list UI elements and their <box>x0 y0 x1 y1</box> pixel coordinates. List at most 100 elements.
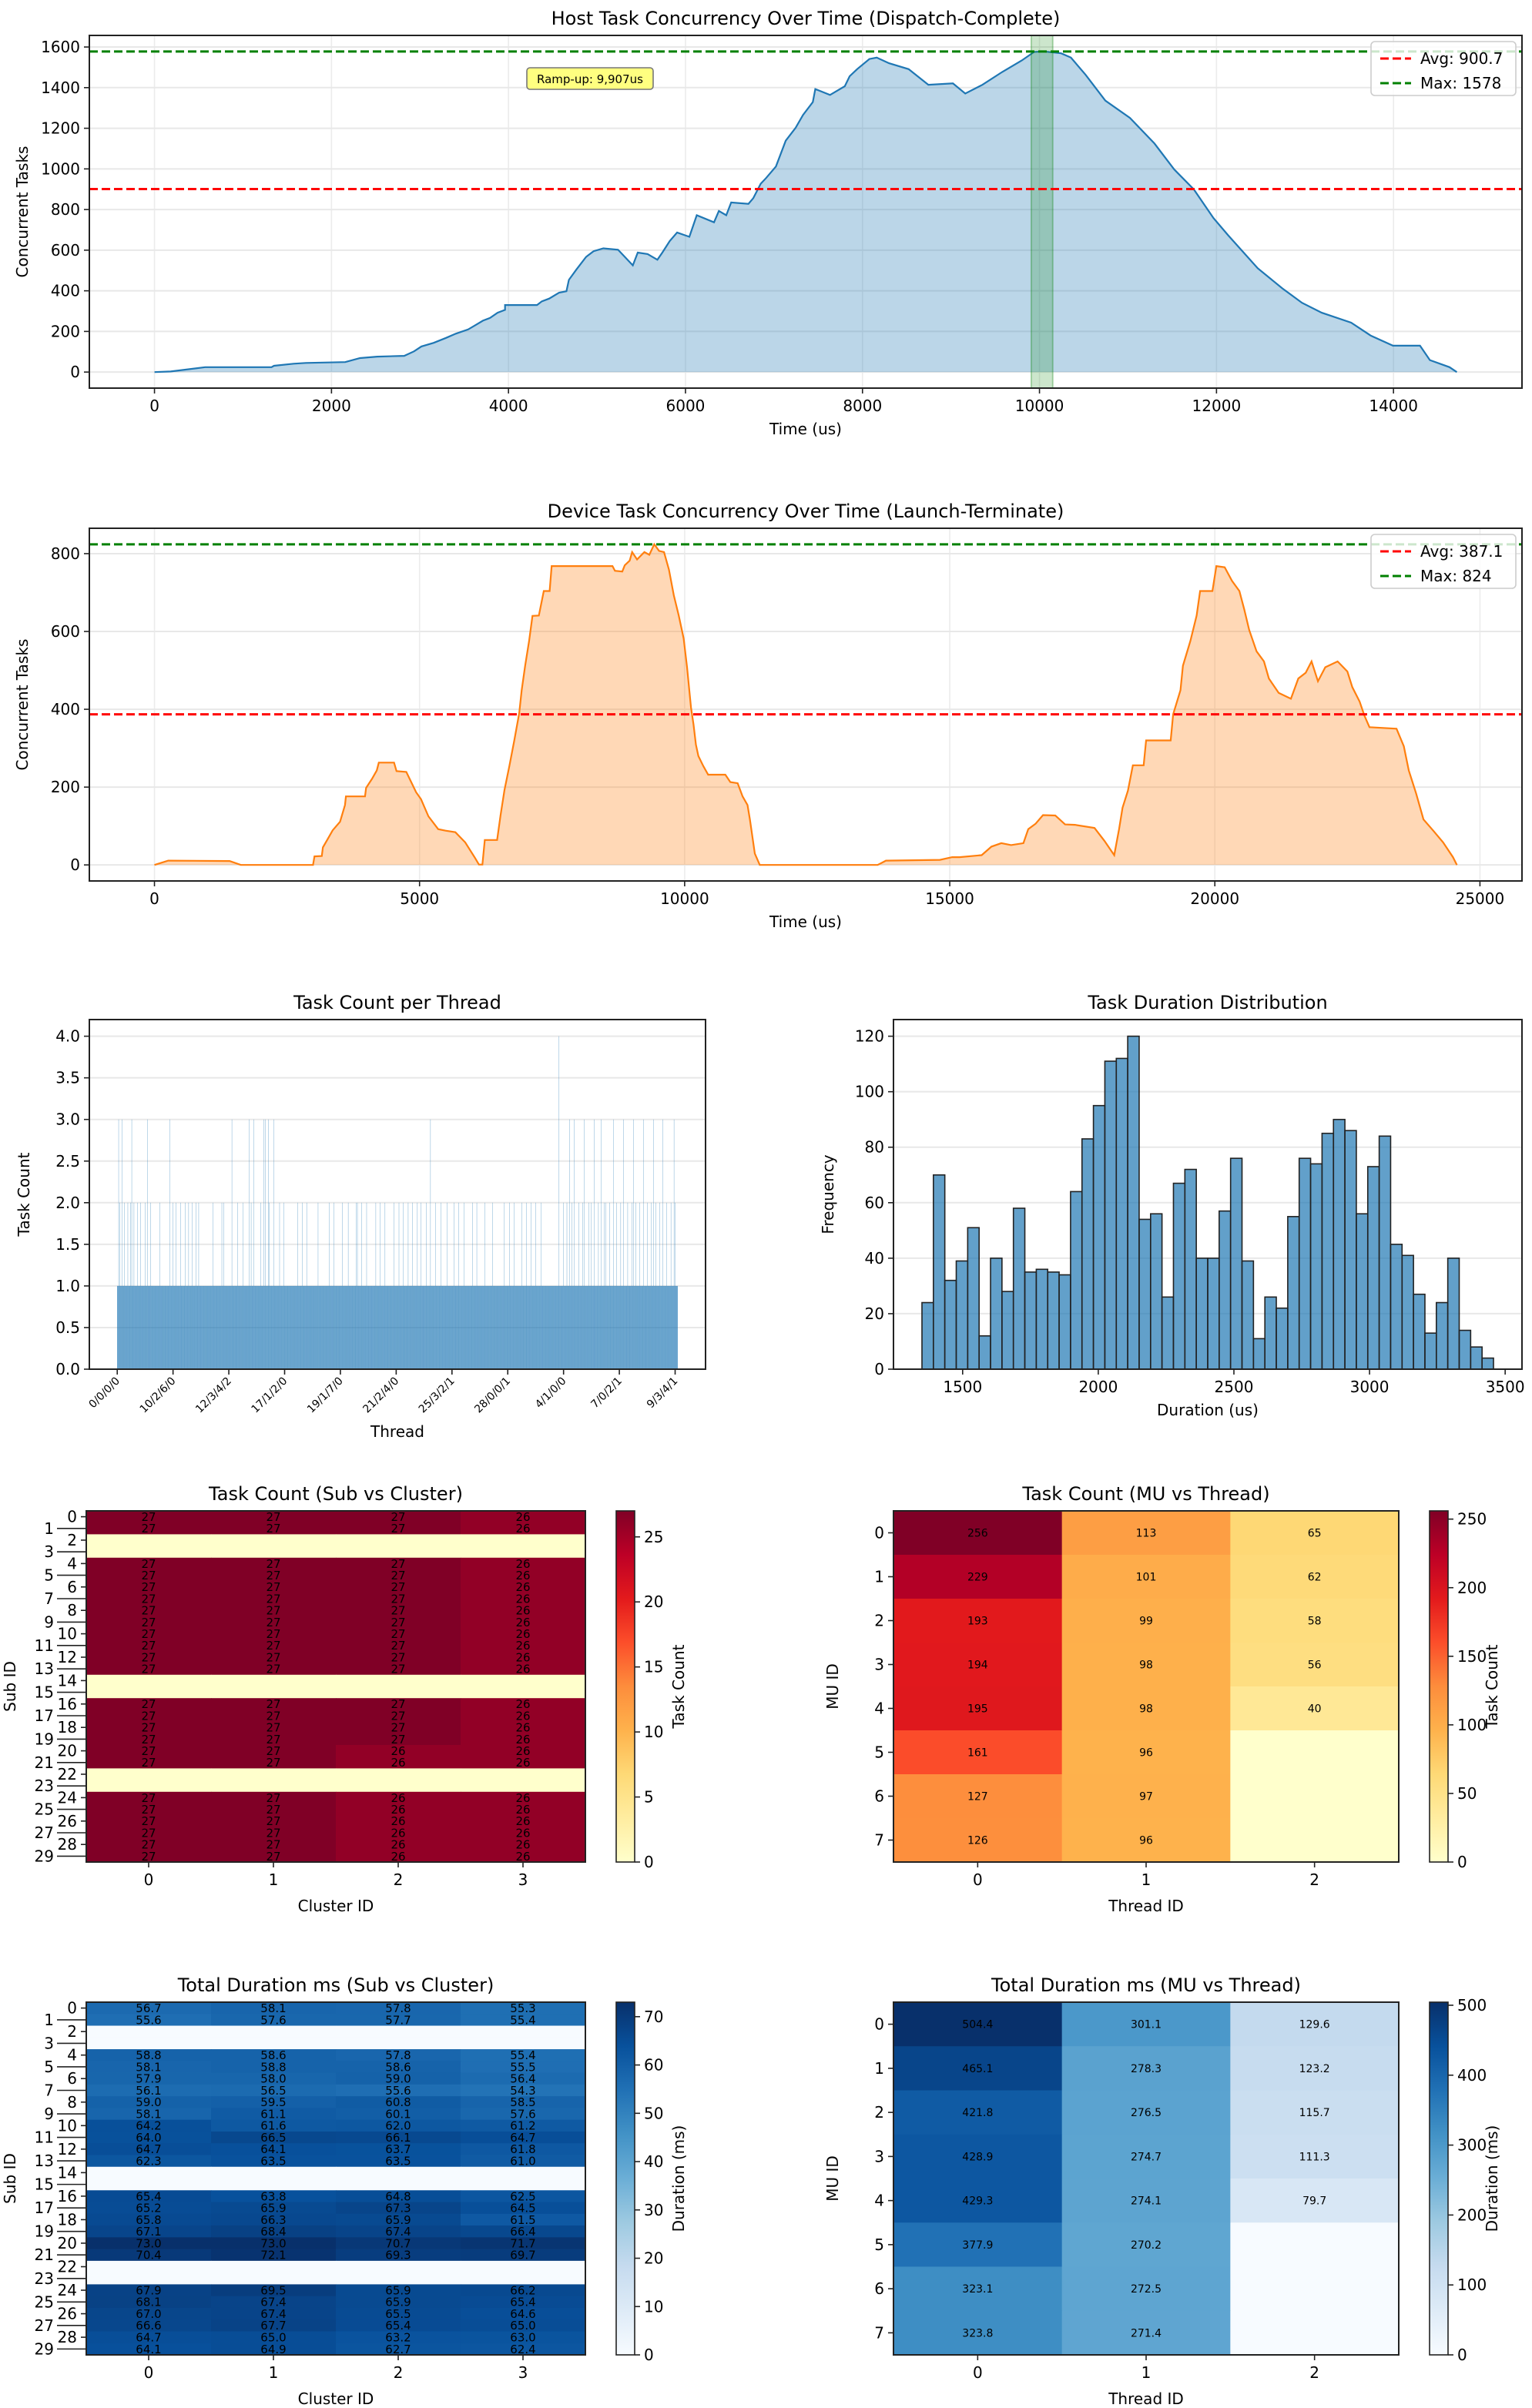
cell-value: 27 <box>141 1592 156 1606</box>
cell-value: 26 <box>515 1721 530 1735</box>
heatmap-7: 504.4 301.1 129.6 465.1 278.3 123.2 421.8 276.5… <box>823 1974 1501 2408</box>
heatmap-cell <box>461 2061 586 2074</box>
histogram-bar <box>1241 1260 1255 1370</box>
heatmap-cell <box>86 2143 212 2155</box>
y-tick-label: 1 <box>874 1568 884 1586</box>
heatmap-cell <box>461 1850 586 1863</box>
heatmap-cell <box>86 1663 212 1676</box>
y-tick-label: 12 <box>58 1648 77 1666</box>
heatmap-cell <box>86 2072 212 2085</box>
cell-value: 270.2 <box>1131 2239 1162 2252</box>
histogram-bar <box>1219 1210 1232 1370</box>
heatmap-cell <box>461 1511 586 1523</box>
y-tick-label: 60 <box>865 1194 884 1212</box>
cell-value: 67.4 <box>260 2307 286 2321</box>
cell-value: 26 <box>515 1803 530 1817</box>
cell-value: 123.2 <box>1299 2063 1330 2075</box>
cell-value: 67.0 <box>136 2307 161 2321</box>
heatmap-cell <box>461 2119 586 2132</box>
cell-value: 27 <box>266 1803 280 1817</box>
heatmap-cell <box>86 1780 212 1793</box>
heatmap-cell <box>461 1780 586 1793</box>
y-tick-label: 1 <box>874 2059 884 2078</box>
annotation-box <box>526 67 654 90</box>
heatmap-cell <box>893 1511 1063 1556</box>
heatmap-cell <box>211 2260 337 2273</box>
heatmap-cell <box>336 1768 461 1781</box>
heatmap-cell <box>211 1534 337 1547</box>
heatmap-cell <box>336 1745 461 1757</box>
cell-value: 67.1 <box>136 2225 161 2239</box>
heatmap-cell <box>1230 2134 1400 2179</box>
histogram-bar <box>1344 1130 1357 1370</box>
heatmap-cell <box>86 2343 212 2356</box>
heatmap-cell <box>336 1791 461 1804</box>
heatmap-cell <box>336 2202 461 2215</box>
cell-value: 26 <box>391 1850 405 1864</box>
cell-value: 26 <box>515 1616 530 1629</box>
heatmap-cell <box>893 1599 1063 1643</box>
heatmap-cell <box>211 1557 337 1570</box>
heatmap-cell <box>86 2307 212 2320</box>
cell-value: 58.8 <box>260 2060 286 2074</box>
histogram-bar <box>967 1227 980 1370</box>
cell-value: 67.7 <box>260 2319 286 2333</box>
cell-value: 67.4 <box>385 2225 411 2239</box>
heatmap-cell <box>211 1522 337 1535</box>
cell-value: 27 <box>391 1709 405 1723</box>
y-tick-label: 19 <box>35 1730 54 1748</box>
y-tick-label: 3 <box>874 2147 884 2165</box>
histogram-bar <box>1413 1293 1426 1370</box>
cell-value: 26 <box>391 1756 405 1770</box>
heatmap-cell <box>1061 1555 1231 1599</box>
histogram-bar <box>955 1260 969 1370</box>
y-tick-label: 4 <box>874 2192 884 2210</box>
y-tick-label: 400 <box>51 282 80 300</box>
heatmap-cell <box>336 1663 461 1676</box>
heatmap-cell <box>336 1733 461 1746</box>
cell-value: 67.3 <box>385 2202 411 2215</box>
cell-value: 60.1 <box>385 2107 411 2121</box>
heatmap-cell <box>86 1511 212 1523</box>
x-tick-label: 4000 <box>489 397 528 415</box>
heatmap-cell <box>86 1592 212 1606</box>
cell-value: 56 <box>1308 1659 1322 1672</box>
chart-title: Total Duration ms (MU vs Thread) <box>991 1974 1301 1996</box>
histogram-bar <box>1024 1271 1038 1370</box>
y-tick-label: 5 <box>874 1743 884 1762</box>
heatmap-cell <box>211 1791 337 1804</box>
histogram-bar <box>1264 1296 1277 1370</box>
y-axis-label: MU ID <box>823 1663 842 1710</box>
heatmap-cell <box>893 1555 1063 1599</box>
histogram-bar <box>933 1174 946 1370</box>
y-tick-label: 11 <box>35 1636 54 1655</box>
cell-value: 27 <box>391 1557 405 1571</box>
heatmap-cell <box>461 2025 586 2038</box>
x-tick-label: 12000 <box>1192 397 1242 415</box>
cell-value: 64.1 <box>260 2142 286 2156</box>
heatmap-cell <box>86 1698 212 1710</box>
cell-value: 64.7 <box>510 2131 535 2145</box>
y-tick-label: 20 <box>58 1742 77 1760</box>
y-tick-label: 24 <box>58 1788 77 1807</box>
heatmap-cell <box>893 2179 1063 2223</box>
heatmap-cell <box>336 2155 461 2168</box>
cell-value: 27 <box>266 1627 280 1641</box>
x-tick-label: 0/0/0/0 <box>87 1375 123 1412</box>
x-tick-label: 1500 <box>943 1378 982 1396</box>
cell-value: 26 <box>515 1569 530 1582</box>
heatmap-cell <box>211 2307 337 2320</box>
heatmap-cell <box>86 1827 212 1840</box>
cell-value: 62.4 <box>510 2343 535 2356</box>
cell-value: 26 <box>515 1756 530 1770</box>
histogram-bar <box>1035 1268 1049 1370</box>
y-tick-label: 0 <box>874 1524 884 1542</box>
heatmap-cell <box>1061 1686 1231 1731</box>
colorbar-scale <box>1429 2001 1449 2356</box>
y-tick-label: 18 <box>58 1718 77 1737</box>
cell-value: 195 <box>967 1703 988 1716</box>
histogram-bar <box>1309 1163 1323 1370</box>
heatmap-cell <box>461 2179 586 2191</box>
x-axis-label: Thread ID <box>1108 2390 1184 2408</box>
